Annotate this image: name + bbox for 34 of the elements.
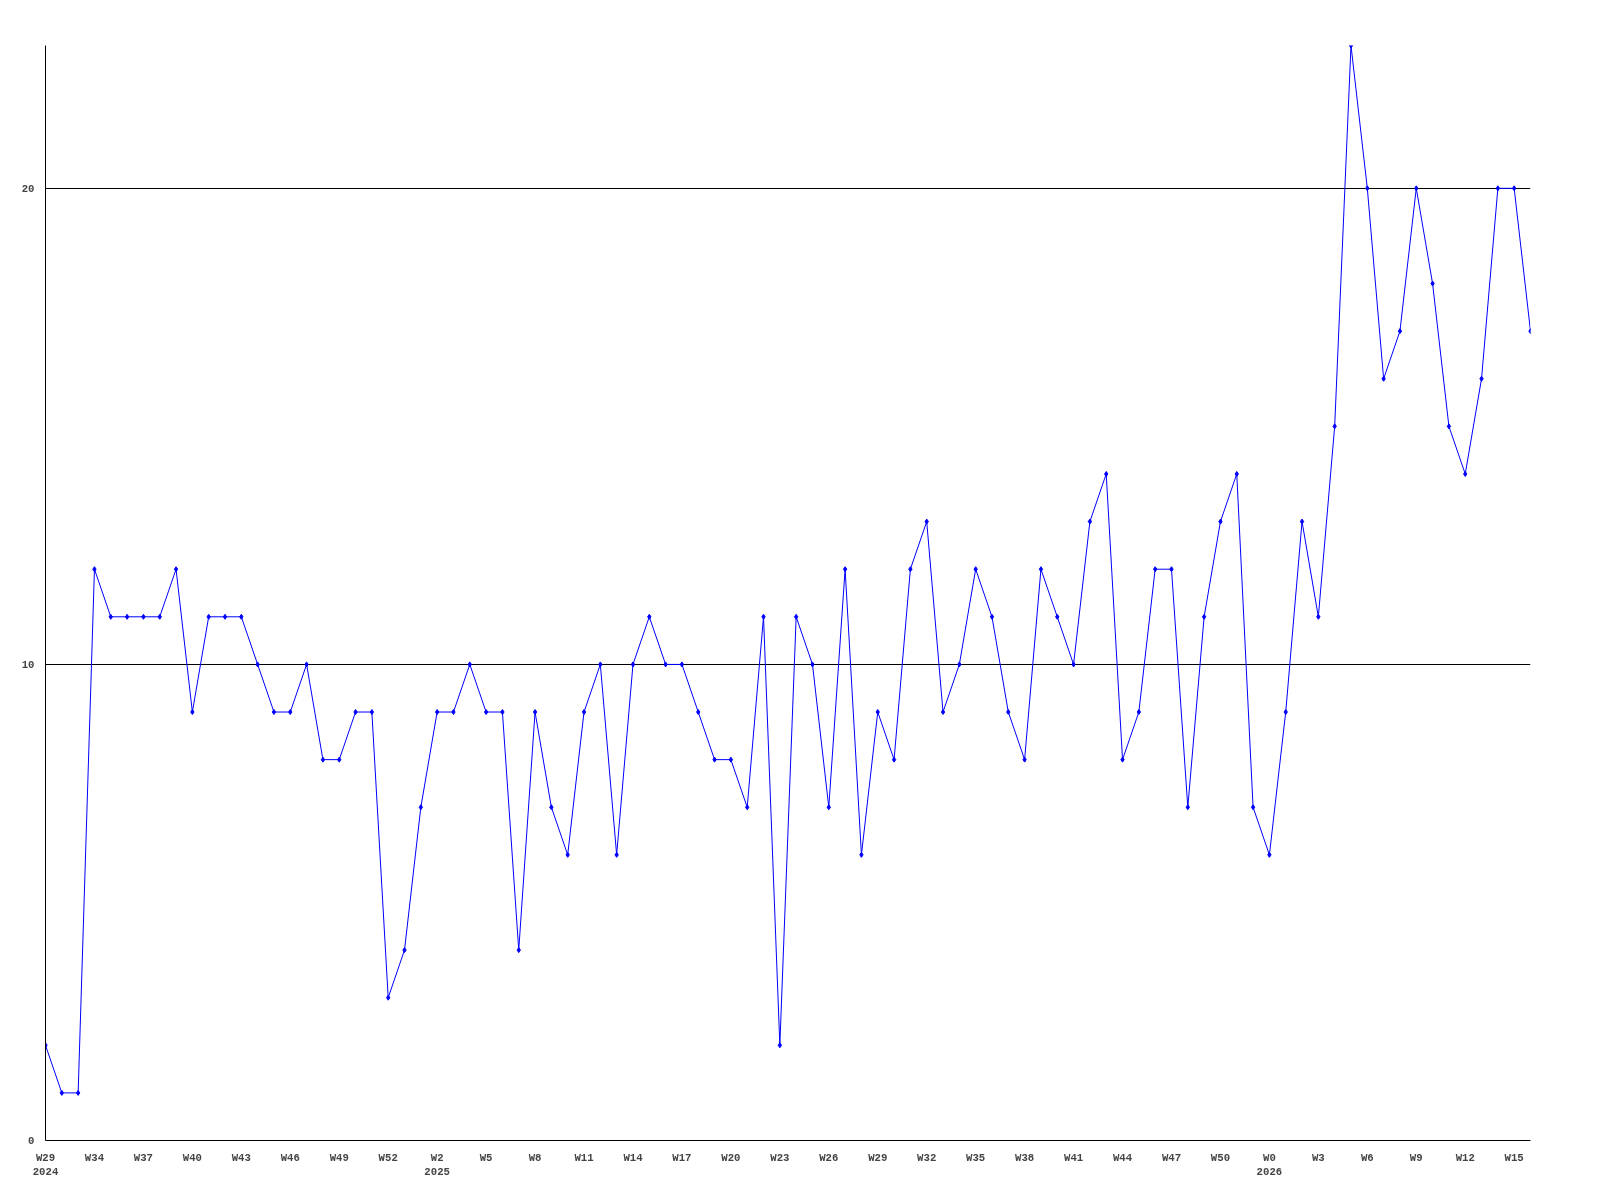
x-tick-label: W26: [819, 1151, 839, 1164]
x-tick-label: W29 2024: [32, 1151, 59, 1178]
x-tick-label: W37: [133, 1151, 154, 1164]
x-tick-label: W44: [1112, 1151, 1133, 1164]
x-tick-label: W15: [1504, 1151, 1524, 1164]
x-tick-label: W20: [721, 1151, 741, 1164]
x-tick-label: W6: [1360, 1151, 1374, 1164]
x-tick-label: W52: [378, 1151, 398, 1164]
x-tick-label: W46: [280, 1151, 300, 1164]
x-tick-label: W38: [1015, 1151, 1035, 1164]
x-tick-label: W35: [966, 1151, 986, 1164]
y-tick-label: 10: [21, 658, 35, 671]
x-tick-label: W41: [1063, 1151, 1084, 1164]
x-tick-label: W32: [917, 1151, 937, 1164]
x-tick-label: W8: [528, 1151, 542, 1164]
x-tick-label: W3: [1311, 1151, 1325, 1164]
x-tick-label: W47: [1161, 1151, 1182, 1164]
x-tick-label: W29: [868, 1151, 888, 1164]
x-tick-label: W49: [329, 1151, 349, 1164]
x-tick-label: W5: [479, 1151, 493, 1164]
x-tick-label: W9: [1409, 1151, 1423, 1164]
x-tick-label: W34: [84, 1151, 105, 1164]
x-tick-label: W43: [231, 1151, 251, 1164]
x-tick-label: W11: [574, 1151, 594, 1164]
x-tick-label: W2 2025: [424, 1151, 450, 1178]
x-tick-label: W23: [770, 1151, 790, 1164]
y-tick-label: 0: [28, 1135, 35, 1147]
x-tick-label: W40: [182, 1151, 202, 1164]
x-tick-label: W50: [1210, 1151, 1231, 1164]
x-tick-label: W14: [623, 1151, 644, 1164]
x-tick-label: W17: [672, 1151, 692, 1164]
x-tick-label: W12: [1455, 1151, 1475, 1164]
x-tick-label: W0 2026: [1256, 1151, 1283, 1178]
y-tick-label: 20: [21, 182, 35, 195]
